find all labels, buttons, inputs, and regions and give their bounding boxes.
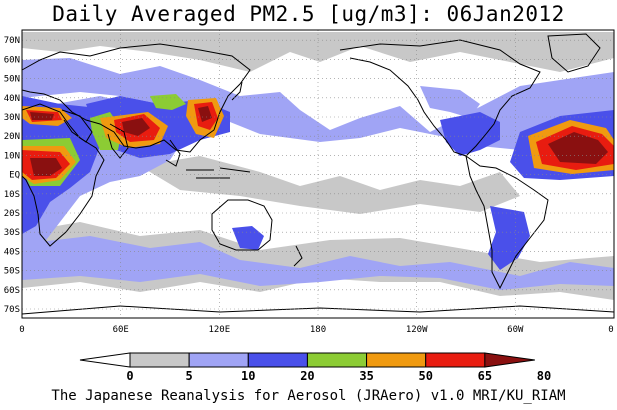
lat-label: 10N [4, 151, 20, 161]
coast-nz [293, 245, 303, 267]
lat-label: 70S [4, 305, 20, 315]
colorbar-label: 10 [241, 369, 255, 383]
coast-japan [231, 81, 243, 101]
coast-antarctica [21, 305, 615, 315]
lat-label: 30N [4, 113, 20, 123]
colorbar-label: 0 [126, 369, 133, 383]
lat-label: 60N [4, 55, 20, 65]
lat-label: 20S [4, 209, 20, 219]
lat-label: 40S [4, 247, 20, 257]
colorbar-label: 65 [478, 369, 492, 383]
colorbar-box [129, 352, 190, 368]
coast-australia [211, 199, 273, 251]
lon-label: 60W [507, 325, 524, 335]
lat-label: 30S [4, 228, 20, 238]
lon-label: 0 [608, 325, 613, 335]
lat-axis: 70N 60N 50N 40N 30N 20N 10N EQ 10S 20S 3… [4, 36, 20, 315]
field-darkred-atlantic [548, 132, 608, 164]
colorbar-extend-low [79, 352, 131, 368]
colorbar-label: 5 [186, 369, 193, 383]
field-blue-samerica [488, 206, 530, 270]
field-darkred-mideast [30, 112, 54, 120]
colorbar-label: 35 [359, 369, 373, 383]
lon-label: 120E [208, 325, 230, 335]
coast-greenland [547, 33, 601, 73]
field-lightblue-namerica [420, 86, 480, 118]
colorbar-label: 80 [537, 369, 551, 383]
coastlines [21, 33, 615, 315]
colorbar-label: 20 [300, 369, 314, 383]
colorbar-box [425, 352, 486, 368]
field-lightblue-south [22, 236, 614, 290]
field-darkred-china [198, 106, 212, 122]
lat-label: 20N [4, 132, 20, 142]
lat-label: 40N [4, 94, 20, 104]
colorbar-extend-high [484, 352, 535, 368]
field-blue-australia [232, 226, 264, 250]
colorbar-label: 50 [418, 369, 432, 383]
field-darkred-africa [30, 158, 62, 176]
lat-label: 70N [4, 36, 20, 46]
lon-axis: 0 60E 120E 180 120W 60W 0 [19, 325, 613, 335]
lat-label: 10S [4, 190, 20, 200]
gridlines [22, 30, 614, 318]
lat-label: 60S [4, 286, 20, 296]
lat-label: 50N [4, 75, 20, 85]
lon-label: 180 [310, 325, 326, 335]
coast-arabia [61, 109, 93, 143]
lon-label: 0 [19, 325, 24, 335]
lon-label: 60E [113, 325, 129, 335]
footer-credit: The Japanese Reanalysis for Aerosol (JRA… [51, 388, 566, 404]
lat-label: 50S [4, 267, 20, 277]
coast-africa [21, 103, 105, 247]
colorbar-box [188, 352, 249, 368]
map-title: Daily Averaged PM2.5 [ug/m3]: 06Jan2012 [52, 2, 565, 26]
colorbar-box [306, 352, 368, 368]
field-darkred-india [122, 118, 150, 136]
field-blue-namerica [440, 112, 500, 156]
colorbar-box [366, 352, 427, 368]
coast-seasia [165, 139, 251, 179]
colorbar: 0 5 10 20 35 50 65 80 [79, 352, 551, 383]
pm25-field [22, 32, 614, 300]
colorbar-box [247, 352, 308, 368]
plot-frame [21, 29, 615, 319]
coast-india [107, 123, 129, 159]
lat-label: EQ [9, 171, 20, 181]
coast-samerica [465, 154, 549, 290]
lon-label: 120W [406, 325, 428, 335]
coast-namerica [339, 39, 541, 157]
